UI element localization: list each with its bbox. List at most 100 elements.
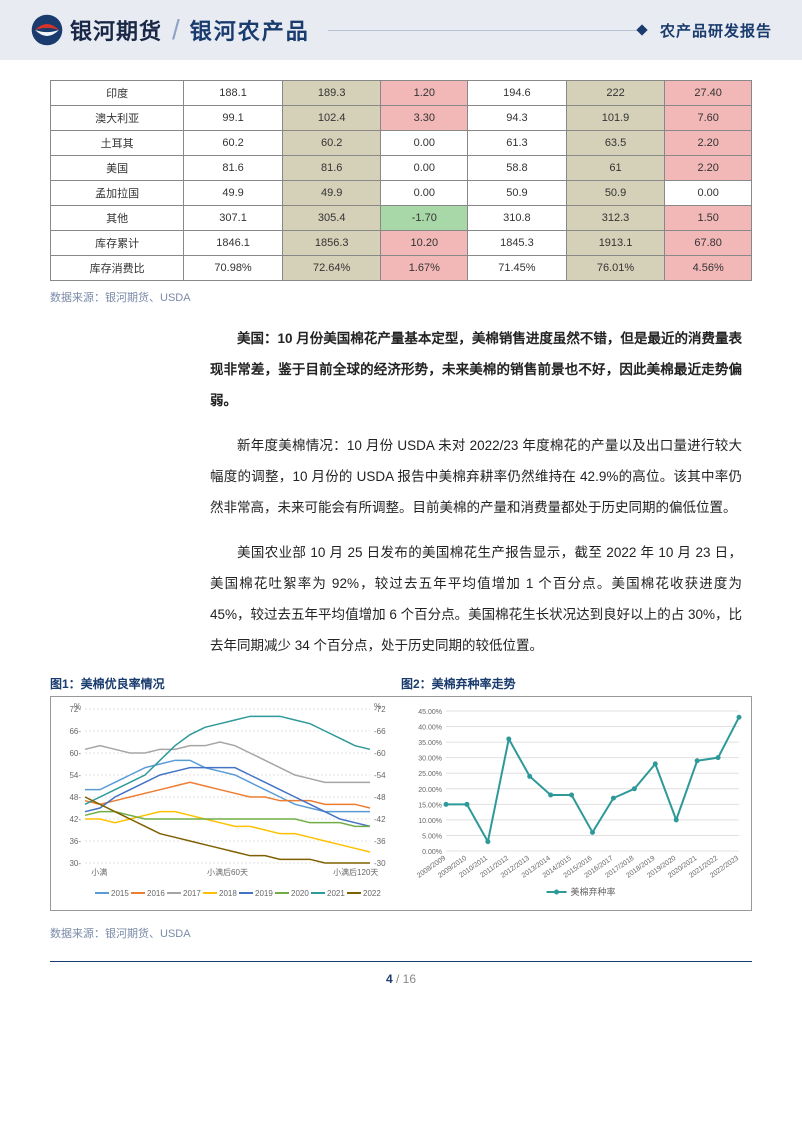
paragraph-2: 新年度美棉情况：10 月份 USDA 未对 2022/23 年度棉花的产量以及出… <box>210 430 742 523</box>
table-cell: 2.20 <box>665 156 752 181</box>
logo-text: 银河期货 <box>70 14 162 46</box>
table-cell: 189.3 <box>282 81 381 106</box>
svg-text:35.00%: 35.00% <box>418 741 442 748</box>
table-cell: 7.60 <box>665 106 752 131</box>
table-cell: 58.8 <box>468 156 567 181</box>
paragraph-1: 美国：10 月份美国棉花产量基本定型，美棉销售进度虽然不错，但是最近的消费量表现… <box>210 323 742 416</box>
charts-source: 数据来源：银河期货、USDA <box>50 925 752 941</box>
table-cell: 310.8 <box>468 206 567 231</box>
table-cell: 10.20 <box>381 231 468 256</box>
table-cell: 0.00 <box>665 181 752 206</box>
svg-text:45.00%: 45.00% <box>418 709 442 716</box>
charts-container: 30--3036--3642--4248--4854--5460--6066--… <box>50 696 752 911</box>
svg-text:2019: 2019 <box>255 889 273 898</box>
table-cell: 2.20 <box>665 131 752 156</box>
svg-text:60-: 60- <box>69 749 81 758</box>
table-cell: 72.64% <box>282 256 381 281</box>
svg-text:小满后120天: 小满后120天 <box>333 867 378 877</box>
page-header: 银河期货 / 银河农产品 农产品研发报告 <box>0 0 802 60</box>
svg-text:-30: -30 <box>374 859 386 868</box>
table-cell: 27.40 <box>665 81 752 106</box>
svg-text:5.00%: 5.00% <box>422 834 442 841</box>
table-cell: 305.4 <box>282 206 381 231</box>
table-cell: 99.1 <box>184 106 283 131</box>
table-cell: 81.6 <box>184 156 283 181</box>
chart-labels-row: 图1：美棉优良率情况 图2：美棉弃种率走势 <box>50 675 752 692</box>
table-cell: 50.9 <box>468 181 567 206</box>
table-row: 美国81.681.60.0058.8612.20 <box>51 156 752 181</box>
table-row: 其他307.1305.4-1.70310.8312.31.50 <box>51 206 752 231</box>
table-cell: 土耳其 <box>51 131 184 156</box>
table-cell: 188.1 <box>184 81 283 106</box>
table-row: 库存消费比70.98%72.64%1.67%71.45%76.01%4.56% <box>51 256 752 281</box>
chart2-label: 图2：美棉弃种率走势 <box>401 675 752 692</box>
table-cell: 美国 <box>51 156 184 181</box>
svg-text:20.00%: 20.00% <box>418 787 442 794</box>
table-cell: 澳大利亚 <box>51 106 184 131</box>
svg-text:%: % <box>74 702 81 711</box>
svg-text:30-: 30- <box>69 859 81 868</box>
data-table: 印度188.1189.31.20194.622227.40澳大利亚99.1102… <box>50 80 752 281</box>
table-cell: 312.3 <box>566 206 665 231</box>
svg-text:36-: 36- <box>69 837 81 846</box>
table-cell: 63.5 <box>566 131 665 156</box>
table-cell: 307.1 <box>184 206 283 231</box>
report-subtitle: 农产品研发报告 <box>660 20 772 41</box>
svg-text:2016: 2016 <box>147 889 165 898</box>
table-source: 数据来源：银河期货、USDA <box>50 289 752 305</box>
table-cell: 1845.3 <box>468 231 567 256</box>
table-cell: 1856.3 <box>282 231 381 256</box>
table-cell: 194.6 <box>468 81 567 106</box>
page-total: 16 <box>403 972 416 986</box>
table-cell: 1.50 <box>665 206 752 231</box>
paragraph-3: 美国农业部 10 月 25 日发布的美国棉花生产报告显示，截至 2022 年 1… <box>210 537 742 661</box>
svg-text:2015: 2015 <box>111 889 129 898</box>
table-cell: 0.00 <box>381 181 468 206</box>
table-cell: 102.4 <box>282 106 381 131</box>
table-cell: 印度 <box>51 81 184 106</box>
svg-text:2017: 2017 <box>183 889 201 898</box>
diamond-icon <box>636 24 647 35</box>
svg-text:-48: -48 <box>374 793 386 802</box>
table-row: 印度188.1189.31.20194.622227.40 <box>51 81 752 106</box>
svg-text:66-: 66- <box>69 727 81 736</box>
table-cell: 49.9 <box>184 181 283 206</box>
svg-text:美棉弃种率: 美棉弃种率 <box>571 886 616 897</box>
svg-text:25.00%: 25.00% <box>418 772 442 779</box>
table-cell: 1.67% <box>381 256 468 281</box>
table-cell: 1.20 <box>381 81 468 106</box>
section-title: 银河农产品 <box>190 14 310 46</box>
svg-text:小满后60天: 小满后60天 <box>207 867 248 877</box>
table-cell: 70.98% <box>184 256 283 281</box>
svg-text:2021: 2021 <box>327 889 345 898</box>
chart2: 0.00%5.00%10.00%15.00%20.00%25.00%30.00%… <box>404 701 749 906</box>
svg-text:54-: 54- <box>69 771 81 780</box>
table-cell: 孟加拉国 <box>51 181 184 206</box>
table-cell: 库存消费比 <box>51 256 184 281</box>
svg-text:40.00%: 40.00% <box>418 725 442 732</box>
table-cell: 71.45% <box>468 256 567 281</box>
table-cell: 其他 <box>51 206 184 231</box>
table-cell: 60.2 <box>282 131 381 156</box>
svg-text:0.00%: 0.00% <box>422 849 442 856</box>
svg-text:%: % <box>374 702 381 711</box>
svg-text:-36: -36 <box>374 837 386 846</box>
logo-icon <box>30 13 64 47</box>
table-cell: 81.6 <box>282 156 381 181</box>
table-cell: 67.80 <box>665 231 752 256</box>
table-row: 库存累计1846.11856.310.201845.31913.167.80 <box>51 231 752 256</box>
svg-text:10.00%: 10.00% <box>418 818 442 825</box>
table-cell: 3.30 <box>381 106 468 131</box>
table-row: 澳大利亚99.1102.43.3094.3101.97.60 <box>51 106 752 131</box>
svg-text:2020: 2020 <box>291 889 309 898</box>
table-cell: 1913.1 <box>566 231 665 256</box>
svg-text:42-: 42- <box>69 815 81 824</box>
table-cell: 60.2 <box>184 131 283 156</box>
page-number: 4 <box>386 972 393 986</box>
svg-text:-60: -60 <box>374 749 386 758</box>
table-cell: 76.01% <box>566 256 665 281</box>
table-cell: 0.00 <box>381 131 468 156</box>
page-sep: / <box>393 972 403 986</box>
svg-text:-54: -54 <box>374 771 386 780</box>
table-cell: 94.3 <box>468 106 567 131</box>
